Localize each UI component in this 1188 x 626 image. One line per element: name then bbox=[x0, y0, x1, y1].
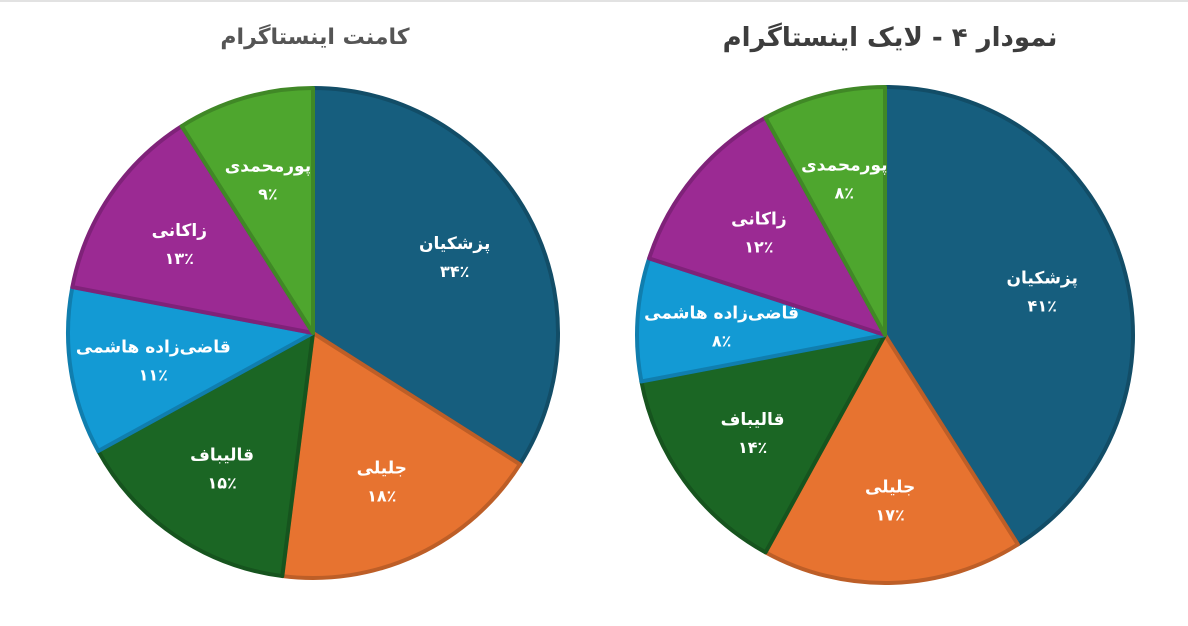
likes-slice-label: جلیلی bbox=[865, 478, 915, 498]
comments-slice-label: پزشکیان bbox=[419, 234, 490, 254]
comments-slice-label: زاکانی bbox=[152, 221, 207, 241]
likes-slice-label: پورمحمدی bbox=[801, 156, 887, 176]
likes-slice-percent: ۱۴٪ bbox=[738, 438, 767, 457]
comments-slice-label: قالیباف bbox=[190, 446, 254, 466]
likes-slice-label: قاضی‌زاده هاشمی bbox=[644, 304, 799, 324]
likes-slice-percent: ۸٪ bbox=[835, 184, 855, 203]
comments-pie-chart: پزشکیان ۳۴٪ جلیلی ۱۸٪ قالیباف ۱۵٪ قاضی‌زاده ها… bbox=[68, 88, 558, 578]
likes-slice-percent: ۱۲٪ bbox=[744, 238, 773, 257]
likes-slice-label: زاکانی bbox=[731, 210, 786, 230]
comments-slice-percent: ۱۱٪ bbox=[139, 365, 168, 384]
likes-slice-percent: ۴۱٪ bbox=[1028, 296, 1057, 315]
likes-slice-percent: ۸٪ bbox=[712, 332, 732, 351]
comments-slice-label: جلیلی bbox=[357, 458, 407, 478]
comments-slice-percent: ۹٪ bbox=[258, 185, 278, 204]
likes-slice-label: قالیباف bbox=[721, 410, 785, 430]
comments-slice-label: قاضی‌زاده هاشمی bbox=[76, 337, 231, 357]
likes-slice-label: پزشکیان bbox=[1006, 268, 1077, 288]
likes-slice-percent: ۱۷٪ bbox=[875, 506, 904, 525]
comments-slice-percent: ۱۳٪ bbox=[165, 249, 194, 268]
comments-slice-percent: ۳۴٪ bbox=[440, 262, 469, 281]
comments-slice-label: پورمحمدی bbox=[225, 157, 311, 177]
likes-pie-chart: پزشکیان ۴۱٪ جلیلی ۱۷٪ قالیباف ۱۴٪ قاضی‌زاده ها… bbox=[637, 87, 1133, 583]
comments-slice-percent: ۱۸٪ bbox=[367, 486, 396, 505]
comments-slice-percent: ۱۵٪ bbox=[207, 474, 236, 493]
